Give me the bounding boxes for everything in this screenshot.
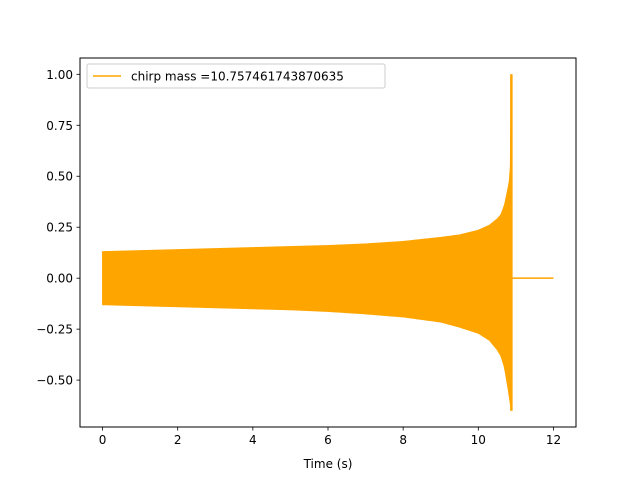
y-tick-label: 0.75 xyxy=(46,119,73,133)
x-tick-label: 8 xyxy=(399,433,407,447)
x-tick-label: 12 xyxy=(546,433,561,447)
legend-box xyxy=(86,63,386,89)
y-tick-label: 0.25 xyxy=(46,221,73,235)
legend: chirp mass =10.757461743870635 xyxy=(86,63,386,89)
x-tick-label: 0 xyxy=(99,433,107,447)
x-tick-label: 6 xyxy=(324,433,332,447)
x-tick-label: 10 xyxy=(471,433,486,447)
plot-area xyxy=(102,74,554,411)
y-tick-label: 0.00 xyxy=(46,272,73,286)
x-axis-label: Time (s) xyxy=(303,457,353,471)
x-axis: 0 2 4 6 8 10 12 xyxy=(99,427,561,447)
y-tick-label: 1.00 xyxy=(46,68,73,82)
legend-label: chirp mass =10.757461743870635 xyxy=(131,70,344,84)
y-axis: −0.50 −0.25 0.00 0.25 0.50 0.75 1.00 xyxy=(36,68,80,388)
y-tick-label: −0.50 xyxy=(36,374,73,388)
y-tick-label: −0.25 xyxy=(36,323,73,337)
y-tick-label: 0.50 xyxy=(46,170,73,184)
x-tick-label: 2 xyxy=(174,433,182,447)
x-tick-label: 4 xyxy=(249,433,257,447)
